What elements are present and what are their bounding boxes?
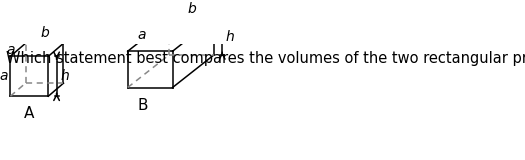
Text: B: B <box>138 98 149 113</box>
Text: a: a <box>7 43 15 57</box>
Text: A: A <box>24 106 35 121</box>
Text: h: h <box>60 69 69 83</box>
Text: Which statement best compares the volumes of the two rectangular prisms?: Which statement best compares the volume… <box>6 51 525 66</box>
Text: a: a <box>138 28 146 42</box>
Text: b: b <box>40 26 49 40</box>
Text: a: a <box>0 69 8 83</box>
Text: b: b <box>187 2 196 16</box>
Text: h: h <box>226 30 234 44</box>
